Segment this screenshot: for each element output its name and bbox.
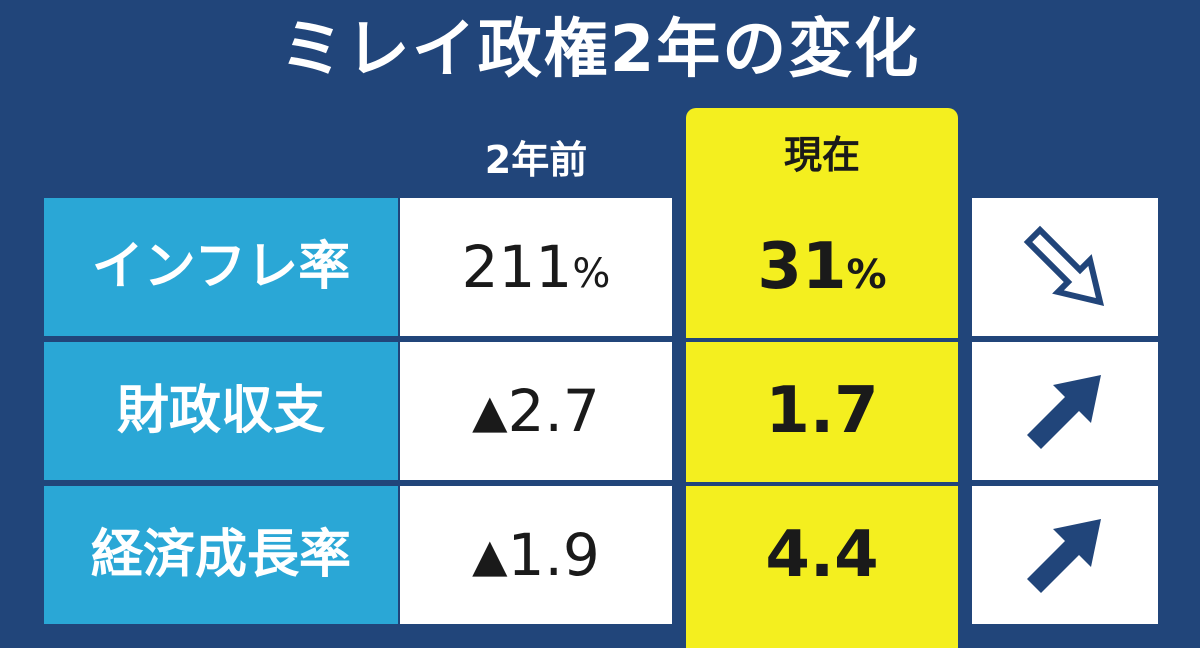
now-number: 31: [757, 230, 847, 304]
now-value: 4.4: [686, 486, 958, 624]
now-number: 4.4: [765, 518, 879, 592]
before-unit: %: [572, 251, 611, 297]
before-value: 211%: [400, 198, 672, 336]
now-value: 31%: [686, 198, 958, 336]
down-right-outline-arrow-icon: [1023, 225, 1105, 307]
column-header-before: 2年前: [484, 138, 588, 182]
row-divider: [686, 482, 958, 486]
before-value: ▲2.7: [400, 342, 672, 480]
up-right-arrow-icon: [1027, 375, 1101, 449]
table-row: インフレ率 211% 31%: [0, 198, 1200, 336]
trend-cell: [972, 342, 1158, 480]
table-row: 経済成長率 ▲1.9 4.4: [0, 486, 1200, 624]
trend-cell: [972, 198, 1158, 336]
current-column-highlight: [686, 108, 958, 648]
row-label: 財政収支: [44, 342, 398, 480]
now-value: 1.7: [686, 342, 958, 480]
before-number: 1.9: [507, 521, 600, 589]
table-row: 財政収支 ▲2.7 1.7: [0, 342, 1200, 480]
before-value: ▲1.9: [400, 486, 672, 624]
now-number: 1.7: [765, 374, 879, 448]
before-prefix: ▲: [472, 528, 508, 582]
page-title: ミレイ政権2年の変化: [279, 13, 921, 87]
row-divider: [686, 338, 958, 342]
row-label: インフレ率: [44, 198, 398, 336]
now-unit: %: [846, 252, 887, 298]
up-right-arrow-icon: [1027, 519, 1101, 593]
column-header-now: 現在: [783, 133, 860, 177]
before-number: 2.7: [507, 377, 600, 445]
row-label: 経済成長率: [44, 486, 398, 624]
before-number: 211: [461, 233, 573, 301]
before-prefix: ▲: [472, 384, 508, 438]
trend-cell: [972, 486, 1158, 624]
